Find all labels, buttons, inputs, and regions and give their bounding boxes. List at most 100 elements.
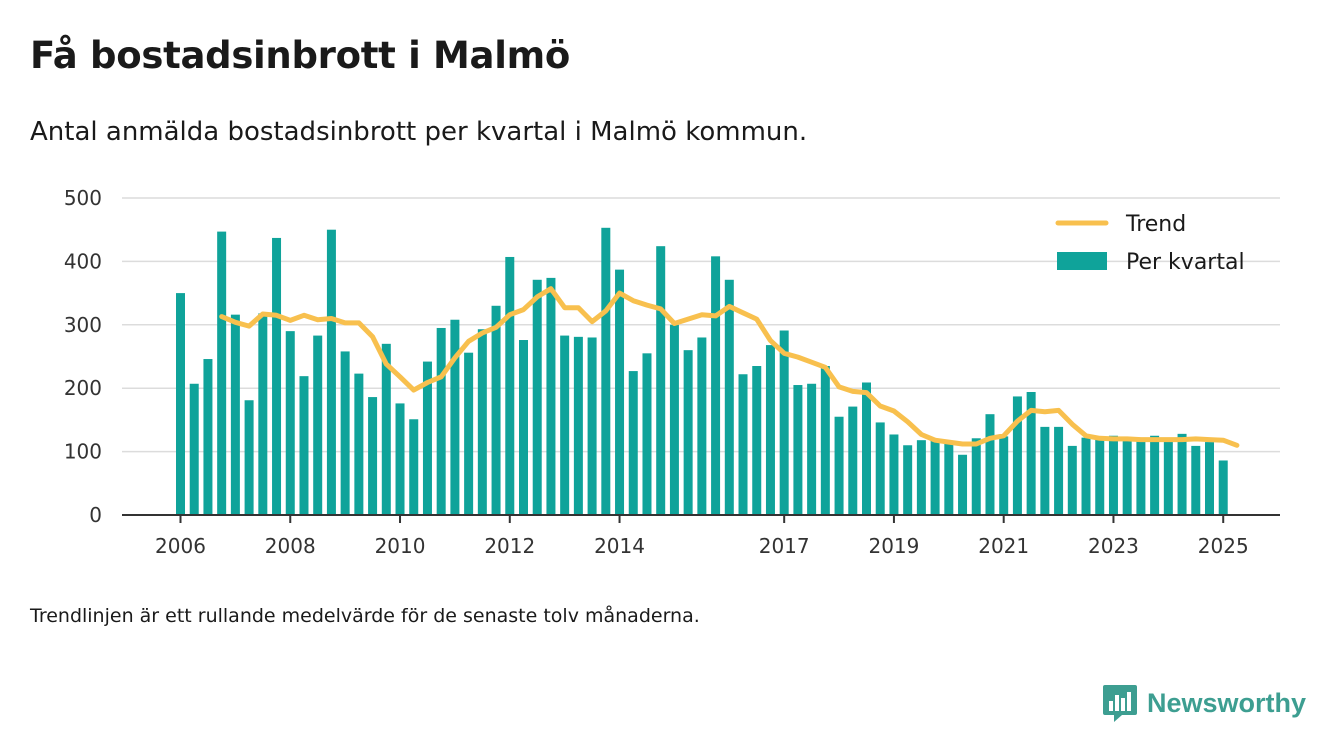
bar	[272, 237, 282, 515]
bar	[930, 440, 940, 515]
bar	[464, 352, 474, 515]
bar	[258, 313, 268, 515]
bar	[436, 327, 446, 515]
bar	[1136, 440, 1146, 515]
bar	[1122, 440, 1132, 515]
bar	[779, 330, 789, 515]
newsworthy-logo-icon	[1103, 685, 1137, 722]
bar	[697, 337, 707, 515]
bar	[230, 314, 240, 515]
x-tick-label: 2017	[759, 534, 810, 558]
bar	[601, 227, 611, 515]
x-tick-label: 2006	[155, 534, 206, 558]
bar	[738, 374, 748, 515]
brand-logo: Newsworthy	[1102, 683, 1306, 723]
bar	[999, 436, 1009, 515]
bar	[491, 305, 501, 515]
bar	[1150, 435, 1160, 515]
legend-bar-swatch	[1057, 252, 1107, 270]
x-tick-label: 2021	[978, 534, 1029, 558]
bar	[395, 403, 405, 515]
y-tick-label: 500	[64, 186, 102, 210]
bar	[615, 269, 625, 515]
brand-name: Newsworthy	[1147, 687, 1307, 718]
bar	[669, 324, 679, 515]
bar	[848, 406, 858, 515]
bar	[656, 246, 666, 515]
bar	[340, 351, 350, 515]
y-tick-label: 400	[64, 249, 102, 273]
bar	[944, 442, 954, 515]
trend-line	[219, 286, 1240, 448]
bar	[724, 279, 734, 515]
bar	[875, 422, 885, 515]
chart-area: 2006 2008 2010 2012 2014 2017 2019 2021 2023 2025…	[64, 186, 1280, 558]
x-tick-label: 2010	[375, 534, 426, 558]
bar	[368, 397, 378, 515]
bar	[354, 373, 364, 515]
bar	[477, 329, 487, 515]
bar	[1026, 392, 1036, 515]
bar	[1205, 442, 1214, 515]
bar	[834, 416, 844, 515]
x-tick-label: 2025	[1198, 534, 1249, 558]
bar	[313, 335, 323, 515]
bar	[683, 350, 693, 515]
bar	[1177, 433, 1187, 515]
legend: Trend Per kvartal	[1055, 212, 1245, 275]
x-tick-label: 2014	[594, 534, 645, 558]
bar	[1163, 440, 1173, 515]
bar	[793, 385, 803, 515]
bar	[916, 440, 926, 515]
bar	[519, 340, 528, 515]
chart-subtitle: Antal anmälda bostadsinbrott per kvartal…	[30, 117, 808, 147]
footnote: Trendlinjen är ett rullande medelvärde f…	[30, 605, 700, 627]
bar	[752, 366, 762, 515]
bar	[628, 371, 638, 515]
x-tick-label: 2012	[484, 534, 535, 558]
bar	[532, 279, 542, 515]
y-tick-label: 200	[64, 376, 102, 400]
bar	[505, 256, 515, 515]
bar	[1095, 438, 1105, 515]
legend-trend-label: Trend	[1125, 212, 1186, 237]
x-tick-label: 2019	[868, 534, 919, 558]
chart-title: Få bostadsinbrott i Malmö	[30, 34, 570, 77]
bar	[299, 376, 309, 515]
bar	[285, 331, 295, 515]
bar	[189, 383, 199, 515]
bar	[1081, 437, 1091, 515]
bar	[1067, 445, 1077, 515]
bar	[587, 337, 597, 515]
bar	[573, 336, 583, 515]
bar	[862, 382, 871, 515]
bar	[765, 345, 775, 515]
bar	[217, 231, 227, 516]
bar	[820, 366, 830, 515]
bar	[422, 361, 432, 515]
bar-series	[176, 227, 1228, 516]
bar	[1054, 426, 1064, 515]
bar	[971, 438, 981, 515]
bar	[546, 277, 556, 515]
bar	[1218, 460, 1228, 515]
bar	[176, 293, 185, 515]
x-axis: 2006 2008 2010 2012 2014 2017 2019 2021 2023 2025	[122, 514, 1280, 558]
x-tick-label: 2008	[265, 534, 316, 558]
bar	[985, 414, 995, 515]
bar	[450, 319, 460, 515]
bar	[903, 445, 913, 515]
bar	[1108, 435, 1118, 515]
bar	[711, 256, 721, 515]
x-tick-label: 2023	[1088, 534, 1139, 558]
bar	[1040, 426, 1050, 515]
bar	[326, 229, 336, 515]
y-tick-label: 100	[64, 440, 102, 464]
bar	[807, 383, 817, 515]
y-tick-label: 0	[89, 503, 102, 527]
y-axis: 0 100 200 300 400 500	[64, 186, 102, 527]
bar	[958, 454, 968, 515]
bar	[409, 419, 419, 515]
bar	[560, 335, 570, 515]
legend-bar-label: Per kvartal	[1126, 250, 1245, 275]
